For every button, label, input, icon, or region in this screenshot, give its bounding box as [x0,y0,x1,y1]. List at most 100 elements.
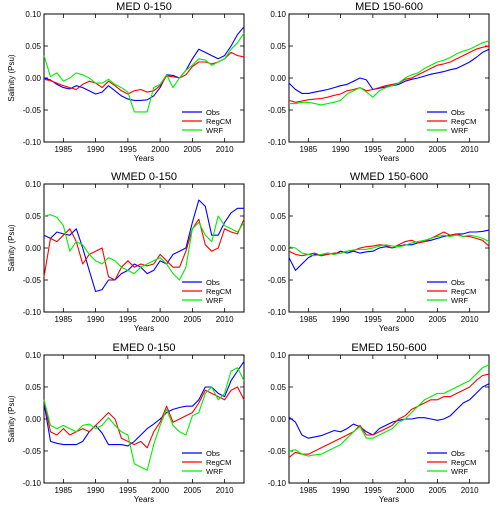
y-tick-label: 0.05 [270,383,286,392]
series-line-obs [43,199,244,293]
series-line-wrf [288,364,490,457]
y-tick-label: 0.10 [270,10,286,19]
legend-label-wrf: WRF [206,296,223,305]
series-line-wrf [43,367,245,471]
x-axis-label: Years [379,154,399,163]
x-tick-label: 1995 [364,486,382,495]
y-tick-label: -0.10 [268,479,287,488]
x-tick-label: 2005 [428,315,446,324]
legend-label-obs: Obs [206,108,220,117]
x-tick-label: 1995 [119,486,137,495]
y-axis-label: Salinity (Psu) [7,224,16,271]
y-tick-label: 0.00 [270,415,286,424]
series-line-regcm [43,386,245,449]
legend-label-obs: Obs [206,278,220,287]
series-line-regcm [288,373,490,458]
chart-title: MED 150-600 [355,1,423,13]
legend-label-wrf: WRF [206,126,223,135]
y-tick-label: 0.05 [25,383,41,392]
x-tick-label: 1985 [54,145,72,154]
series-line-wrf [43,32,245,113]
x-tick-label: 2010 [216,315,234,324]
series-line-regcm [43,51,245,95]
y-axis-label: Salinity (Psu) [7,395,16,442]
x-tick-label: 2000 [151,486,169,495]
x-tick-label: 1995 [119,315,137,324]
chart-title: EMED 0-150 [113,342,176,354]
y-tick-label: 0.05 [270,42,286,51]
x-tick-label: 2000 [396,145,414,154]
y-tick-label: 0.10 [25,10,41,19]
legend-label-regcm: RegCM [451,287,476,296]
legend-label-obs: Obs [451,278,465,287]
x-tick-label: 1990 [332,145,350,154]
y-tick-label: 0.10 [25,351,41,360]
y-tick-label: -0.05 [268,106,287,115]
y-tick-label: -0.05 [23,447,42,456]
x-tick-label: 2010 [216,145,234,154]
x-tick-label: 1990 [332,486,350,495]
y-tick-label: -0.05 [23,106,42,115]
x-tick-label: 1985 [299,145,317,154]
x-tick-label: 1990 [87,486,105,495]
x-tick-label: 2005 [183,315,201,324]
y-tick-label: 0.00 [25,415,41,424]
y-tick-label: 0.05 [25,212,41,221]
chart-panel-5: EMED 150-600 1985 1990 1995 2000 2005 2010 -0.1… [268,342,490,504]
legend-label-wrf: WRF [451,296,468,305]
x-tick-label: 2010 [461,145,479,154]
chart-title: MED 0-150 [116,1,172,13]
chart-title: WMED 0-150 [111,171,177,183]
legend-label-wrf: WRF [451,467,468,476]
chart-panel-3: WMED 150-600 1985 1990 1995 2000 2005 2010 -0.1… [268,171,490,333]
series-line-obs [288,383,490,439]
chart-panel-4: EMED 0-150 1985 1990 1995 2000 2005 2010 -0.10 -… [7,342,245,504]
y-tick-label: -0.05 [268,447,287,456]
y-tick-label: 0.10 [270,180,286,189]
x-tick-label: 2000 [396,315,414,324]
x-tick-label: 2005 [428,486,446,495]
y-tick-label: -0.10 [268,308,287,317]
x-tick-label: 1990 [87,145,105,154]
y-tick-label: 0.10 [25,180,41,189]
legend-label-obs: Obs [206,449,220,458]
x-tick-label: 1995 [119,145,137,154]
y-tick-label: -0.05 [23,276,42,285]
x-tick-label: 2005 [428,145,446,154]
series-line-regcm [43,218,245,281]
y-tick-label: 0.00 [270,74,286,83]
x-tick-label: 1985 [54,315,72,324]
y-tick-label: 0.00 [25,74,41,83]
x-tick-label: 2000 [151,315,169,324]
chart-title: EMED 150-600 [351,342,426,354]
x-tick-label: 1990 [332,315,350,324]
x-axis-label: Years [134,324,154,333]
x-tick-label: 2010 [461,315,479,324]
x-axis-label: Years [134,495,154,504]
y-tick-label: -0.10 [268,138,287,147]
y-tick-label: -0.05 [268,276,287,285]
legend-label-regcm: RegCM [451,458,476,467]
chart-title: WMED 150-600 [350,171,428,183]
legend-label-wrf: WRF [206,467,223,476]
y-tick-label: -0.10 [23,138,42,147]
x-tick-label: 2005 [183,145,201,154]
x-tick-label: 2010 [461,486,479,495]
legend-label-obs: Obs [451,449,465,458]
series-line-wrf [43,214,245,281]
chart-panel-1: MED 150-600 1985 1990 1995 2000 2005 2010 -0.10… [268,1,490,163]
legend-label-regcm: RegCM [206,287,231,296]
series-line-wrf [288,234,490,257]
x-tick-label: 2005 [183,486,201,495]
series-line-regcm [288,231,490,257]
x-axis-label: Years [379,324,399,333]
y-tick-label: -0.10 [23,479,42,488]
x-tick-label: 1995 [364,145,382,154]
series-line-obs [43,361,245,447]
x-axis-label: Years [134,154,154,163]
